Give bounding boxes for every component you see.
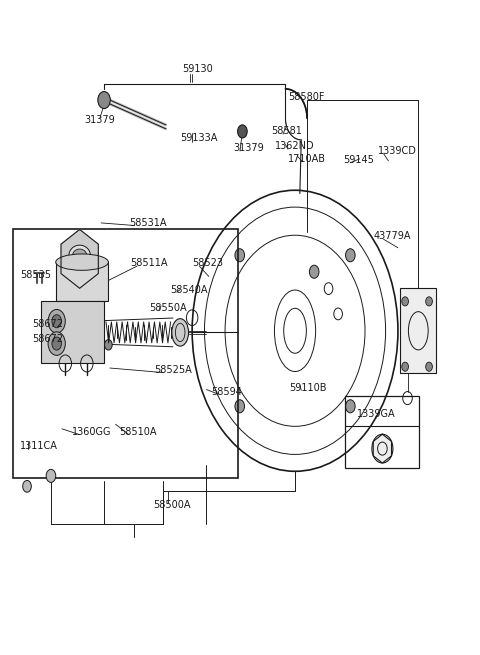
Circle shape (346, 249, 355, 262)
Text: 58581: 58581 (271, 126, 302, 136)
Circle shape (48, 332, 65, 356)
Text: 31379: 31379 (233, 143, 264, 153)
Text: 59133A: 59133A (180, 133, 217, 143)
Text: 58523: 58523 (192, 259, 223, 269)
Bar (41, 301, 104, 364)
Circle shape (235, 400, 244, 413)
Circle shape (98, 92, 110, 109)
Text: 58535: 58535 (20, 271, 51, 280)
Text: 1710AB: 1710AB (288, 154, 326, 164)
Text: 58500A: 58500A (153, 500, 191, 510)
Circle shape (426, 297, 432, 306)
Ellipse shape (69, 245, 90, 266)
Circle shape (426, 362, 432, 371)
Bar (400, 288, 436, 373)
Ellipse shape (72, 249, 87, 262)
Circle shape (105, 339, 112, 350)
Circle shape (372, 434, 393, 463)
Circle shape (310, 265, 319, 278)
Text: 58580F: 58580F (288, 92, 324, 102)
Text: 58672: 58672 (32, 319, 63, 329)
Circle shape (52, 337, 61, 350)
Text: 58550A: 58550A (149, 303, 187, 313)
Circle shape (402, 362, 408, 371)
Circle shape (23, 481, 31, 492)
Circle shape (402, 297, 408, 306)
Circle shape (48, 309, 65, 333)
Circle shape (52, 314, 61, 328)
Text: 43779A: 43779A (374, 231, 411, 241)
Text: 58511A: 58511A (130, 259, 168, 269)
Text: 59130: 59130 (182, 64, 213, 74)
Text: 58510A: 58510A (120, 427, 157, 437)
Circle shape (235, 249, 244, 262)
Bar (56, 262, 108, 301)
Text: 58672: 58672 (32, 333, 63, 344)
Text: 1362ND: 1362ND (275, 141, 314, 151)
Circle shape (238, 125, 247, 138)
Text: 58525A: 58525A (154, 365, 192, 375)
Ellipse shape (56, 254, 108, 271)
Text: 59110B: 59110B (289, 383, 326, 392)
Text: 58594: 58594 (211, 386, 242, 396)
Text: 31379: 31379 (84, 115, 115, 124)
Text: 1339GA: 1339GA (357, 409, 396, 419)
Bar (12, 229, 238, 478)
Bar (345, 396, 420, 468)
Text: 58540A: 58540A (170, 284, 208, 295)
Text: 58531A: 58531A (129, 218, 167, 228)
Text: 1311CA: 1311CA (20, 441, 58, 451)
Text: 59145: 59145 (343, 155, 374, 165)
Circle shape (46, 470, 56, 482)
Ellipse shape (172, 319, 189, 346)
Circle shape (346, 400, 355, 413)
Polygon shape (61, 229, 98, 288)
Text: 1339CD: 1339CD (378, 146, 417, 156)
Text: 1360GG: 1360GG (72, 427, 111, 437)
